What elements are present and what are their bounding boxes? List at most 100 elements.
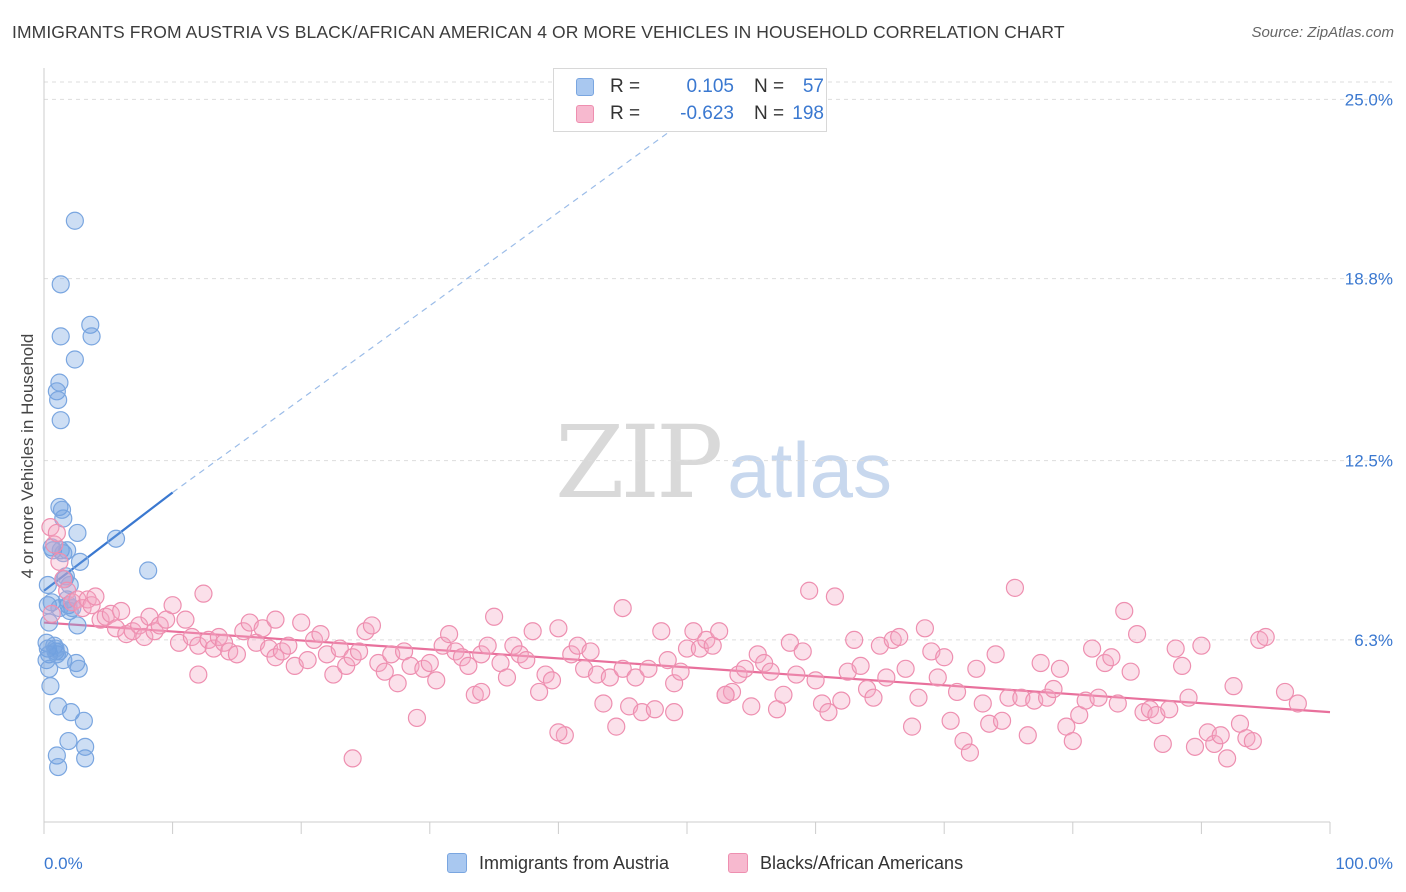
source-label: Source: ZipAtlas.com: [1251, 24, 1394, 41]
legend-r-label: R =: [610, 76, 641, 97]
data-point: [59, 731, 78, 751]
data-point: [69, 659, 88, 678]
data-point: [292, 613, 311, 632]
data-point: [81, 315, 100, 334]
data-point: [1173, 656, 1192, 676]
data-point: [671, 662, 690, 681]
data-point: [70, 552, 90, 571]
data-point: [38, 575, 57, 595]
data-point: [388, 674, 407, 693]
trend-extension-0: [172, 127, 675, 493]
data-point: [1108, 694, 1127, 713]
data-point: [1089, 688, 1108, 707]
data-point: [594, 694, 613, 713]
data-point: [478, 636, 497, 655]
data-point: [1115, 601, 1134, 621]
data-point: [1005, 578, 1025, 597]
legend-n-value-austria: 57: [802, 76, 824, 97]
data-point: [967, 659, 986, 678]
data-point: [877, 668, 896, 687]
data-point: [1031, 653, 1050, 673]
data-point: [194, 584, 213, 603]
data-point: [497, 668, 517, 687]
data-point: [600, 668, 619, 687]
x-tick-label-end: 100.0%: [1335, 854, 1393, 873]
data-point: [43, 541, 63, 560]
data-point: [1243, 731, 1262, 751]
data-point: [909, 688, 928, 707]
grid-lines: [44, 81, 1394, 641]
tick-labels: 6.3% 12.5% 18.8% 25.0% 0.0% 100.0%: [44, 90, 1393, 873]
bottom-legend-swatch-austria: [447, 853, 467, 873]
data-point: [645, 700, 664, 719]
data-point: [832, 691, 851, 710]
data-point: [51, 275, 70, 294]
data-point: [774, 685, 793, 704]
legend-r-label: R =: [610, 103, 641, 124]
data-point: [1127, 625, 1147, 644]
data-point: [999, 688, 1018, 707]
data-point: [63, 598, 82, 618]
y-tick-label: 18.8%: [1345, 270, 1393, 289]
legend-swatch-black: [576, 105, 594, 123]
data-point: [1102, 648, 1121, 667]
data-point: [420, 653, 439, 673]
data-point: [549, 723, 568, 742]
data-point: [742, 697, 761, 716]
data-point: [960, 743, 980, 762]
data-point: [176, 610, 195, 629]
data-point: [330, 639, 349, 658]
data-point: [375, 662, 394, 681]
data-point: [992, 711, 1012, 730]
data-point: [665, 703, 684, 722]
watermark: ZIP atlas: [555, 404, 892, 521]
data-point: [1063, 731, 1082, 751]
series-0: [37, 211, 158, 777]
axes: [43, 68, 1331, 834]
data-point: [112, 601, 131, 621]
legend-n-value-black: 198: [792, 103, 824, 124]
data-point: [1275, 682, 1295, 702]
data-point: [52, 500, 72, 519]
data-point: [49, 757, 68, 777]
data-point: [890, 627, 909, 647]
correlation-legend: R = 0.105 N = 57 R = -0.623 N = 198: [553, 68, 827, 132]
data-point: [851, 656, 870, 676]
data-point: [896, 659, 915, 678]
data-point: [935, 648, 954, 667]
data-point: [139, 561, 158, 580]
data-point: [954, 731, 973, 751]
data-point: [427, 671, 446, 690]
data-point: [716, 685, 735, 704]
data-point: [684, 622, 703, 641]
data-point: [735, 659, 754, 678]
data-point: [1288, 694, 1307, 713]
data-point: [613, 659, 632, 678]
data-point: [279, 636, 298, 655]
trend-line-1: [43, 621, 1331, 714]
data-point: [710, 622, 729, 641]
data-point: [549, 619, 568, 638]
data-point: [523, 622, 542, 641]
chart-title: IMMIGRANTS FROM AUSTRIA VS BLACK/AFRICAN…: [12, 22, 1065, 42]
data-point: [677, 639, 697, 658]
data-point: [204, 639, 223, 658]
data-point: [51, 411, 70, 430]
data-point: [54, 570, 73, 589]
data-point: [1224, 677, 1243, 696]
data-point: [163, 596, 182, 615]
data-point: [1018, 726, 1037, 745]
y-tick-label: 25.0%: [1345, 90, 1393, 109]
data-point: [86, 587, 105, 606]
data-point: [68, 523, 87, 543]
trend-lines: [43, 127, 1331, 714]
data-point: [91, 610, 110, 629]
legend-r-value-black: -0.623: [680, 103, 734, 124]
legend-n-label: N =: [754, 76, 785, 97]
legend-swatch-austria: [576, 78, 594, 96]
data-point: [581, 642, 600, 661]
y-tick-label: 12.5%: [1345, 452, 1393, 471]
data-point: [311, 625, 330, 644]
data-point: [1082, 639, 1102, 658]
